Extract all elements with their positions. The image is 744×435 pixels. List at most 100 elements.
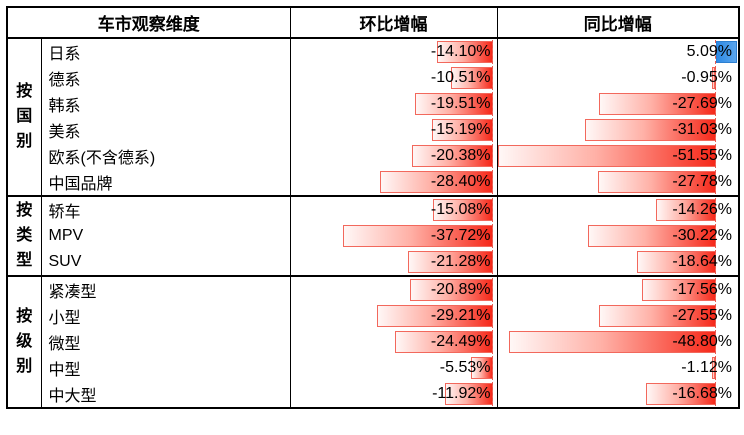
header-yoy-growth: 同比增幅 — [496, 7, 739, 39]
mom-value: -15.19% — [430, 121, 491, 138]
category-name: 日系 — [40, 37, 290, 65]
category-name: 中国品牌 — [40, 169, 290, 196]
mom-value-cell: -15.08% — [289, 195, 497, 223]
table-row: 中型 -5.53% -1.12% — [7, 355, 739, 381]
mom-value: -28.40% — [430, 173, 491, 190]
yoy-value: -17.56% — [672, 281, 732, 298]
databar-axis-line — [715, 382, 717, 406]
header-dimension: 车市观察维度 — [7, 7, 290, 39]
databar-axis-line — [715, 224, 717, 248]
category-name: 中大型 — [40, 381, 290, 408]
yoy-value-cell: -27.69% — [496, 91, 739, 117]
databar-axis-line — [715, 330, 717, 354]
table-row: SUV -21.28% -18.64% — [7, 249, 739, 276]
mom-value: -14.10% — [430, 43, 491, 60]
group-label-text: 按级别 — [16, 308, 33, 375]
yoy-value: -27.69% — [672, 95, 732, 112]
databar-axis-line — [491, 118, 493, 142]
group-label-cell: 按类型 — [7, 195, 41, 276]
table-body: 按国别 日系 -14.10% 5.09% 德系 -10.51% -0.95% 韩系 -19.51… — [7, 37, 739, 408]
category-name: SUV — [40, 249, 290, 276]
header-row: 车市观察维度 环比增幅 同比增幅 — [7, 7, 739, 39]
mom-value: -21.28% — [430, 253, 491, 270]
yoy-value-cell: -48.80% — [496, 329, 739, 355]
yoy-value-cell: -27.78% — [496, 169, 739, 196]
table-row: 欧系(不含德系) -20.38% -51.55% — [7, 143, 739, 169]
yoy-value-cell: -16.68% — [496, 381, 739, 408]
databar-axis-line — [491, 92, 493, 116]
databar-axis-line — [715, 304, 717, 328]
table-row: 小型 -29.21% -27.55% — [7, 303, 739, 329]
mom-value-cell: -5.53% — [289, 355, 497, 381]
databar-axis-line — [491, 144, 493, 168]
mom-value-cell: -21.28% — [289, 249, 497, 276]
yoy-value: -51.55% — [672, 147, 732, 164]
yoy-value-cell: -51.55% — [496, 143, 739, 169]
category-name: 小型 — [40, 303, 290, 329]
group-label-cell: 按国别 — [7, 37, 41, 196]
yoy-value-cell: 5.09% — [496, 37, 739, 65]
mom-value-cell: -11.92% — [289, 381, 497, 408]
category-name: 韩系 — [40, 91, 290, 117]
yoy-value: -31.03% — [672, 121, 732, 138]
table-row: 中国品牌 -28.40% -27.78% — [7, 169, 739, 196]
databar-axis-line — [715, 356, 717, 380]
mom-value-cell: -37.72% — [289, 223, 497, 249]
yoy-value: -1.12% — [681, 359, 732, 376]
car-market-table: 车市观察维度 环比增幅 同比增幅 按国别 日系 -14.10% 5.09% 德系 -10.… — [6, 6, 740, 409]
mom-value-cell: -20.89% — [289, 275, 497, 303]
databar-axis-line — [715, 118, 717, 142]
databar-axis-line — [491, 278, 493, 302]
databar-axis-line — [715, 144, 717, 168]
databar-axis-line — [715, 40, 717, 64]
table-row: 韩系 -19.51% -27.69% — [7, 91, 739, 117]
mom-value: -29.21% — [430, 307, 491, 324]
yoy-value: -16.68% — [672, 385, 732, 402]
mom-value-cell: -28.40% — [289, 169, 497, 196]
mom-value: -24.49% — [430, 333, 491, 350]
table-row: 美系 -15.19% -31.03% — [7, 117, 739, 143]
databar-axis-line — [715, 92, 717, 116]
yoy-value: -27.55% — [672, 307, 732, 324]
category-name: 美系 — [40, 117, 290, 143]
mom-value-cell: -19.51% — [289, 91, 497, 117]
mom-value: -20.89% — [430, 281, 491, 298]
yoy-value: -30.22% — [672, 227, 732, 244]
mom-value: -10.51% — [430, 69, 491, 86]
table-row: 微型 -24.49% -48.80% — [7, 329, 739, 355]
category-name: 德系 — [40, 65, 290, 91]
category-name: 欧系(不含德系) — [40, 143, 290, 169]
databar-axis-line — [491, 356, 493, 380]
databar-axis-line — [491, 224, 493, 248]
databar-axis-line — [491, 198, 493, 222]
databar-axis-line — [491, 66, 493, 90]
yoy-value-cell: -18.64% — [496, 249, 739, 276]
group-label-cell: 按级别 — [7, 275, 41, 408]
table-row: 按国别 日系 -14.10% 5.09% — [7, 37, 739, 196]
table-row: 按级别紧凑型 -20.89% -17.56% — [7, 275, 739, 408]
mom-value: -20.38% — [430, 147, 491, 164]
table-row: 按类型轿车 -15.08% -14.26% — [7, 195, 739, 276]
databar-axis-line — [715, 250, 717, 274]
databar-axis-line — [715, 198, 717, 222]
databar-axis-line — [715, 170, 717, 194]
group-label-text: 按类型 — [16, 202, 33, 269]
mom-value: -19.51% — [430, 95, 491, 112]
yoy-value: -18.64% — [672, 253, 732, 270]
yoy-value-cell: -30.22% — [496, 223, 739, 249]
mom-value-cell: -14.10% — [289, 37, 497, 65]
databar-axis-line — [491, 170, 493, 194]
mom-value: -15.08% — [430, 201, 491, 218]
yoy-value: -48.80% — [672, 333, 732, 350]
header-mom-growth: 环比增幅 — [289, 7, 497, 39]
databar-axis-line — [491, 40, 493, 64]
table-row: 德系 -10.51% -0.95% — [7, 65, 739, 91]
yoy-value-cell: -31.03% — [496, 117, 739, 143]
yoy-value-cell: -27.55% — [496, 303, 739, 329]
yoy-value-cell: -1.12% — [496, 355, 739, 381]
yoy-value: -27.78% — [672, 173, 732, 190]
category-name: 紧凑型 — [40, 275, 290, 303]
databar-axis-line — [491, 330, 493, 354]
mom-value-cell: -20.38% — [289, 143, 497, 169]
